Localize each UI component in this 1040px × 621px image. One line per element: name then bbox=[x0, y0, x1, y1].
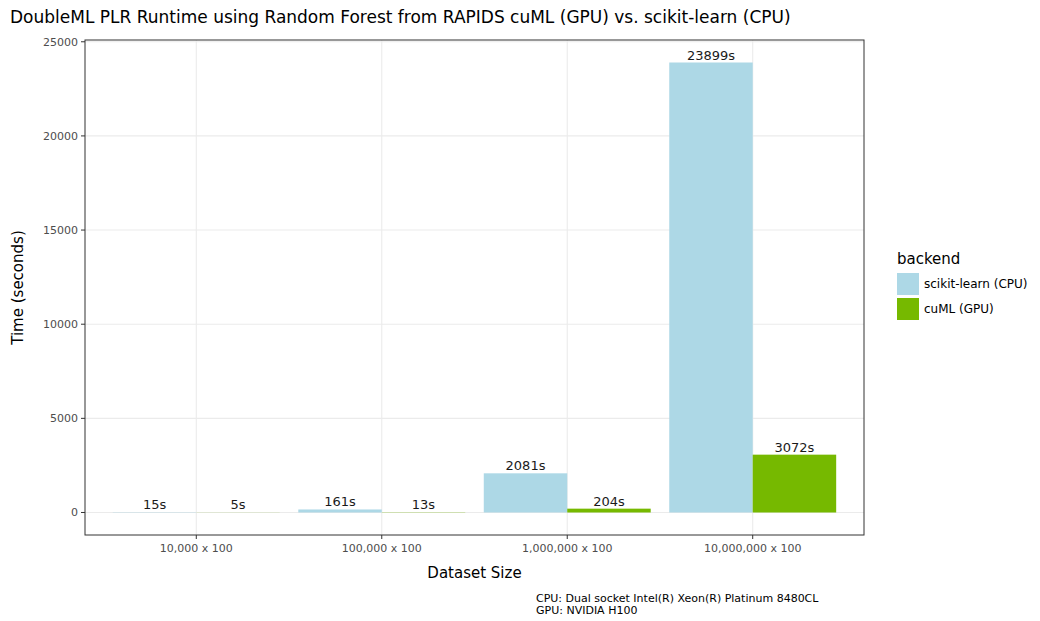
x-tick bbox=[196, 535, 197, 539]
y-tick-label: 10000 bbox=[43, 318, 78, 331]
legend-key bbox=[897, 273, 919, 295]
caption: GPU: NVIDIA H100 bbox=[536, 604, 637, 617]
bar bbox=[669, 63, 752, 513]
panel-border bbox=[85, 40, 864, 535]
x-grid-line bbox=[196, 40, 197, 535]
data-label: 23899s bbox=[687, 48, 735, 63]
data-label: 13s bbox=[412, 497, 436, 512]
x-grid-line bbox=[567, 40, 568, 535]
bars bbox=[113, 63, 836, 513]
data-labels: 15s 161s 2081s 23899s 5s 13s 204s 3072s bbox=[143, 48, 815, 513]
title: DoubleML PLR Runtime using Random Forest… bbox=[10, 7, 791, 27]
y-tick bbox=[81, 41, 85, 42]
y-tick-label: 0 bbox=[71, 506, 78, 519]
legend: backend scikit-learn (CPU) cuML (GPU) bbox=[897, 250, 1027, 320]
x-tick-label: 10,000 x 100 bbox=[160, 542, 233, 555]
y-tick-label: 20000 bbox=[43, 130, 78, 143]
bar bbox=[753, 455, 836, 513]
bar bbox=[298, 509, 381, 512]
y-tick bbox=[81, 324, 85, 325]
legend-title: backend bbox=[897, 250, 960, 268]
bar bbox=[567, 509, 650, 513]
x-grid-line bbox=[381, 40, 382, 535]
legend-label: scikit-learn (CPU) bbox=[924, 277, 1027, 291]
y-tick-label: 15000 bbox=[43, 224, 78, 237]
x-tick-label: 10,000,000 x 100 bbox=[704, 542, 801, 555]
x-tick bbox=[567, 535, 568, 539]
data-label: 2081s bbox=[506, 458, 546, 473]
y-tick bbox=[81, 512, 85, 513]
x-axis-label: Dataset Size bbox=[427, 564, 521, 582]
y-tick bbox=[81, 418, 85, 419]
grid-line bbox=[85, 41, 864, 42]
y-axis-label: Time (seconds) bbox=[9, 230, 27, 346]
y-tick bbox=[81, 230, 85, 231]
data-label: 161s bbox=[324, 494, 356, 509]
x-tick bbox=[381, 535, 382, 539]
x-tick bbox=[752, 535, 753, 539]
y-tick bbox=[81, 135, 85, 136]
data-label: 3072s bbox=[775, 440, 815, 455]
legend-key bbox=[897, 298, 919, 320]
legend-label: cuML (GPU) bbox=[924, 302, 994, 316]
data-label: 204s bbox=[593, 494, 625, 509]
data-label: 5s bbox=[230, 497, 245, 512]
chart: 15s 161s 2081s 23899s 5s 13s 204s 3072s 0 5000 100… bbox=[0, 0, 1040, 621]
x-tick-label: 1,000,000 x 100 bbox=[522, 542, 612, 555]
y-tick-label: 25000 bbox=[43, 36, 78, 49]
data-label: 15s bbox=[143, 497, 167, 512]
plot-panel bbox=[85, 40, 864, 535]
y-tick-label: 5000 bbox=[50, 412, 78, 425]
bar bbox=[484, 473, 567, 512]
x-tick-label: 100,000 x 100 bbox=[342, 542, 422, 555]
